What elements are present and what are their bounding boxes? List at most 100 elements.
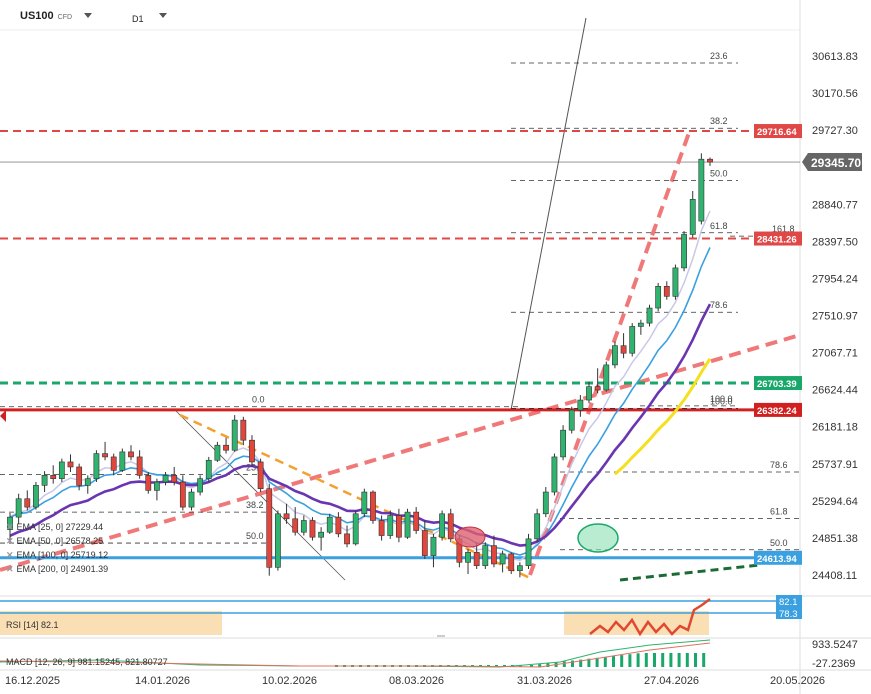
macd-signal-line (0, 642, 711, 668)
fib-label: 50.0 (246, 531, 264, 541)
candle-body (318, 531, 325, 538)
candle-body (370, 491, 376, 521)
macd-hist-bar (677, 653, 681, 667)
price-tick-label: 27954.24 (812, 273, 858, 285)
fib-label: 100.0 (710, 396, 733, 406)
candle-body (430, 536, 437, 556)
macd-hist-bar (495, 665, 498, 667)
price-tick-label: 30170.56 (812, 88, 858, 100)
candle-body (629, 326, 636, 354)
candle-body (525, 538, 532, 566)
symbol-dropdown-icon[interactable] (84, 13, 92, 18)
fib-label: 61.8 (710, 221, 728, 231)
level-arrow-icon (0, 410, 6, 422)
price-tick-label: 27510.97 (812, 311, 858, 323)
rsi-zone (564, 611, 709, 635)
price-tick-label: 24851.38 (812, 533, 858, 545)
candle-body (33, 485, 39, 508)
ema-line (9, 303, 712, 547)
macd-hist-bar (636, 653, 640, 667)
current-price-text: 29345.70 (811, 156, 861, 170)
remove-icon[interactable]: ✕ (6, 522, 14, 532)
timeframe-label[interactable]: D1 (132, 14, 144, 24)
date-tick-label: 08.03.2026 (389, 675, 444, 687)
candle-body (84, 478, 91, 486)
candle-body (378, 520, 385, 536)
candles[interactable] (7, 153, 713, 578)
remove-icon[interactable]: ✕ (6, 564, 14, 574)
macd-hist-bar (503, 665, 506, 667)
date-tick-label: 20.05.2026 (770, 675, 825, 687)
candle-body (58, 461, 65, 479)
macd-legend-text: MACD [12, 26, 9] 981.15245, 821.80727 (6, 657, 168, 667)
ema-line (9, 247, 711, 556)
candle-body (707, 158, 713, 163)
price-tick-label: 28840.77 (812, 199, 858, 211)
ema50-legend[interactable]: ✕ EMA [50, 0] 26578.25 (6, 536, 103, 547)
candle-body (447, 513, 454, 540)
price-tick-label: 25737.91 (812, 459, 858, 471)
macd-hist-bar (685, 653, 689, 667)
price-label-text: 28431.26 (757, 235, 797, 246)
price-label-text: 26382.24 (757, 406, 797, 417)
macd-hist-bar (702, 653, 706, 667)
candle-body (482, 545, 489, 566)
date-axis: 16.12.2025 14.01.2026 10.02.2026 08.03.2026… (0, 669, 871, 687)
candle-body (361, 491, 368, 515)
timeframe-dropdown-icon[interactable] (159, 13, 167, 18)
macd-hist-bar (587, 658, 591, 667)
symbol-title[interactable]: US100 CFD (20, 10, 72, 22)
fib-label: 50.0 (710, 169, 728, 179)
ema25-legend[interactable]: ✕ EMA [25, 0] 27229.44 (6, 522, 103, 533)
ema200-legend[interactable]: ✕ EMA [200, 0] 24901.39 (6, 564, 108, 575)
macd-legend[interactable]: MACD [12, 26, 9] 981.15245, 821.80727 (6, 657, 168, 667)
candle-body (404, 511, 411, 538)
rising-trendline (0, 333, 801, 572)
ema100-legend[interactable]: ✕ EMA [100, 0] 25719.12 (6, 550, 108, 561)
price-tick-label: 25294.64 (812, 496, 858, 508)
candle-body (577, 399, 584, 411)
candle-body (473, 551, 480, 566)
macd-hist-bar (579, 659, 583, 667)
macd-hist-bar (669, 653, 673, 667)
candle-body (171, 475, 178, 483)
candle-body (655, 286, 662, 309)
price-label-text: 24613.94 (757, 554, 797, 565)
fib-label: 38.2 (710, 116, 728, 126)
macd-hist-bar (694, 653, 697, 667)
candle-body (102, 453, 108, 458)
price-tick-label: 28397.50 (812, 236, 858, 248)
candle-body (93, 453, 100, 479)
rsi-legend-text: RSI [14] 82.1 (6, 620, 59, 630)
candle-body (240, 419, 247, 441)
price-label-text: 29716.64 (757, 127, 797, 138)
macd-hist-bar (661, 653, 665, 667)
instrument-type: CFD (57, 14, 73, 21)
price-label-box (754, 550, 802, 565)
remove-icon[interactable]: ✕ (6, 550, 14, 560)
projection-line (510, 17, 587, 411)
candle-body (309, 520, 316, 538)
candle-body (620, 345, 627, 354)
macd-hist-bar (519, 665, 522, 667)
macd-tick-label: -27.2369 (812, 658, 855, 670)
candle-body (179, 481, 186, 508)
candle-body (395, 515, 402, 538)
candle-body (128, 451, 134, 458)
candle-body (542, 491, 549, 515)
rsi-panel: 82.178.3 (0, 595, 871, 637)
remove-icon[interactable]: ✕ (6, 536, 14, 546)
candle-body (292, 518, 299, 533)
macd-hist-bar (620, 655, 624, 667)
fib-label: 38.2 (246, 500, 264, 510)
current-price-tag (802, 153, 862, 172)
candle-body (586, 386, 592, 401)
candle-body (223, 444, 229, 451)
fib-label: 161.8 (772, 224, 795, 234)
macd-hist-bar (653, 653, 656, 667)
rsi-legend[interactable]: RSI [14] 82.1 (6, 620, 59, 630)
candle-body (76, 466, 83, 486)
candle-body (465, 551, 471, 563)
candle-body (491, 545, 497, 565)
